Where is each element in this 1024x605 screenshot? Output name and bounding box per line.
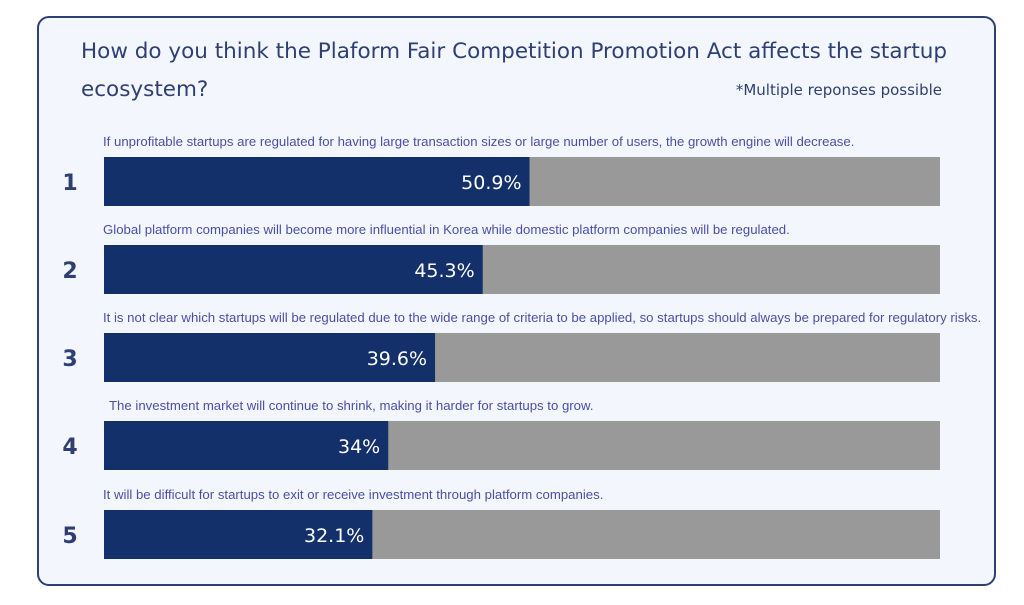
bar-value — [104, 157, 530, 206]
option-label: It is not clear which startups will be r… — [103, 310, 981, 325]
bar-row: Global platform companies will become mo… — [62, 222, 940, 294]
value-label: 32.1% — [304, 525, 364, 547]
bar-value — [104, 333, 436, 382]
option-label: Global platform companies will become mo… — [103, 222, 790, 237]
value-label: 39.6% — [367, 348, 427, 370]
rank-number: 5 — [62, 524, 77, 549]
option-label: If unprofitable startups are regulated f… — [103, 134, 854, 149]
rank-number: 4 — [62, 435, 77, 460]
bar-row: If unprofitable startups are regulated f… — [62, 134, 940, 206]
multiple-responses-note: *Multiple reponses possible — [735, 81, 942, 99]
value-label: 34% — [338, 436, 380, 458]
bar-row: It is not clear which startups will be r… — [62, 310, 981, 382]
bar-value — [104, 421, 389, 470]
bar-value — [104, 510, 373, 559]
bar-row: It will be difficult for startups to exi… — [62, 487, 940, 559]
bar-value — [104, 245, 483, 294]
value-label: 50.9% — [461, 172, 521, 194]
question-title: How do you think the Plaform Fair Compet… — [81, 39, 948, 102]
value-label: 45.3% — [414, 260, 474, 282]
rank-number: 2 — [62, 259, 77, 284]
option-label: The investment market will continue to s… — [109, 398, 593, 413]
rank-number: 1 — [62, 171, 77, 196]
rank-number: 3 — [62, 347, 77, 372]
survey-card — [37, 16, 996, 586]
bar-row: The investment market will continue to s… — [62, 398, 940, 470]
option-label: It will be difficult for startups to exi… — [103, 487, 603, 502]
